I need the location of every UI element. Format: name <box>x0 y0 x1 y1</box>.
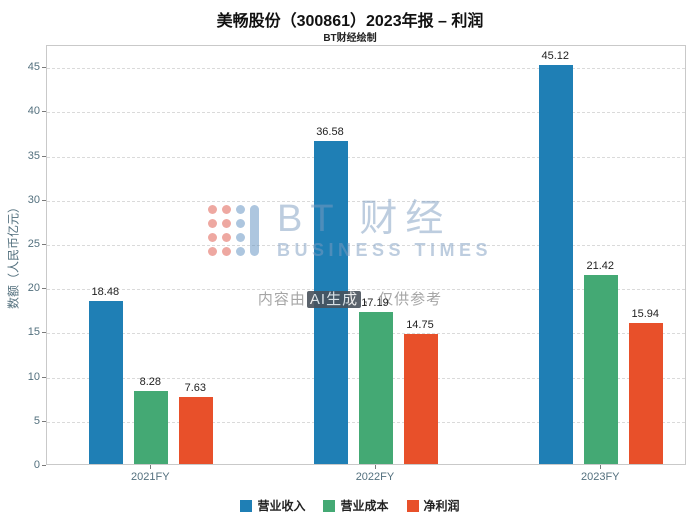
y-tick-label: 30 <box>27 193 40 206</box>
y-tick-label: 25 <box>27 237 40 250</box>
bar-value-label: 36.58 <box>316 125 344 138</box>
bar-value-label: 21.42 <box>586 259 614 272</box>
x-tick-mark <box>150 465 152 469</box>
gridline <box>47 289 685 291</box>
bar-营业成本-2023FY <box>584 274 619 464</box>
y-tick-mark <box>42 465 46 466</box>
legend-label: 营业成本 <box>340 499 389 513</box>
x-tick-label: 2021FY <box>131 471 170 483</box>
x-tick-mark <box>374 465 376 469</box>
legend-label: 净利润 <box>423 499 460 513</box>
legend-item-营业收入: 营业收入 <box>240 497 305 514</box>
y-tick-label: 20 <box>27 282 40 295</box>
legend: 营业收入 营业成本 净利润 <box>0 497 700 514</box>
bar-营业收入-2022FY <box>313 140 348 464</box>
legend-swatch <box>406 499 419 512</box>
legend-label: 营业收入 <box>257 499 306 513</box>
y-tick-mark <box>42 332 46 334</box>
y-tick-label: 35 <box>27 149 40 162</box>
y-tick-label: 40 <box>27 105 40 118</box>
bar-净利润-2023FY <box>629 323 664 464</box>
bar-净利润-2021FY <box>179 396 214 464</box>
chart-subtitle: BT财经绘制 <box>323 33 377 44</box>
y-tick-label: 45 <box>27 61 40 74</box>
y-tick-label: 5 <box>33 414 40 427</box>
bar-value-label: 7.63 <box>184 381 207 394</box>
bar-value-label: 15.94 <box>631 308 659 321</box>
y-tick-mark <box>42 199 46 201</box>
gridline <box>47 244 685 246</box>
x-tick-label: 2022FY <box>355 471 395 483</box>
y-tick-label: 10 <box>27 370 40 383</box>
x-tick-label: 2023FY <box>580 471 620 483</box>
bar-营业成本-2021FY <box>134 390 169 464</box>
bar-营业收入-2021FY <box>89 300 124 464</box>
chart-title: 美畅股份（300861）2023年报 – 利润 <box>216 13 484 30</box>
legend-item-营业成本: 营业成本 <box>323 497 389 514</box>
x-tick-mark <box>600 465 602 469</box>
gridline <box>47 68 685 70</box>
gridline <box>47 112 685 114</box>
bar-value-label: 17.19 <box>361 297 389 309</box>
bar-value-label: 8.28 <box>139 375 162 388</box>
gridline <box>47 156 685 158</box>
y-tick-label: 15 <box>27 326 40 339</box>
gridline <box>47 200 685 202</box>
bar-营业收入-2023FY <box>539 65 574 464</box>
bar-净利润-2022FY <box>403 333 438 464</box>
bar-营业成本-2022FY <box>358 312 393 464</box>
y-tick-mark <box>42 376 46 378</box>
y-tick-mark <box>42 288 46 290</box>
y-tick-label: 0 <box>33 459 40 471</box>
bar-value-label: 18.48 <box>91 285 120 298</box>
legend-swatch <box>240 499 253 512</box>
legend-swatch <box>323 499 336 512</box>
legend-item-净利润: 净利润 <box>406 497 460 514</box>
y-tick-mark <box>42 155 46 157</box>
y-tick-mark <box>42 67 46 69</box>
plot-area <box>46 45 686 465</box>
y-tick-mark <box>42 420 46 422</box>
y-tick-mark <box>42 111 46 113</box>
bar-value-label: 45.12 <box>541 50 569 63</box>
bar-value-label: 14.75 <box>406 318 434 331</box>
y-tick-mark <box>42 243 46 245</box>
